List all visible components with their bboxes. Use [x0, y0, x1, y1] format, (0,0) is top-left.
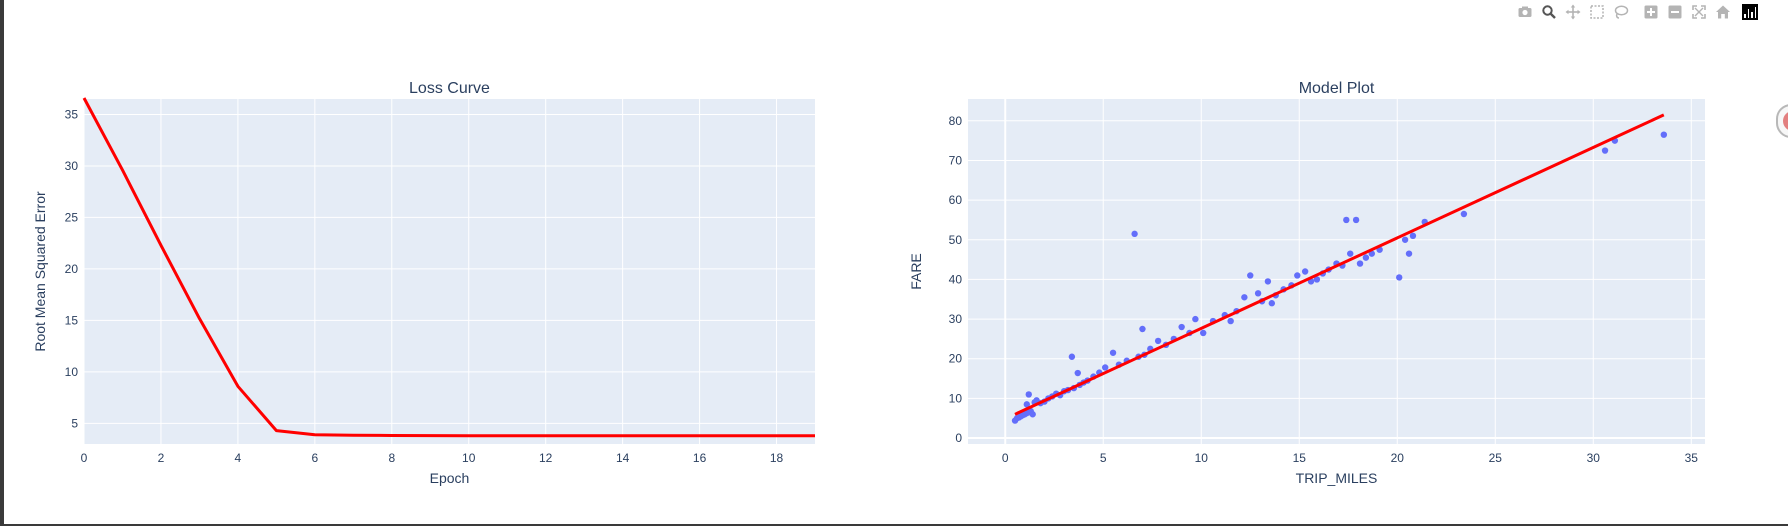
model-data-point[interactable] [1025, 391, 1032, 398]
loss-x-tick-label: 14 [616, 451, 630, 465]
model-x-tick-label: 10 [1195, 451, 1209, 465]
model-data-point[interactable] [1268, 300, 1276, 307]
zoom-out-icon[interactable] [1666, 3, 1684, 21]
loss-y-tick-label: 20 [65, 262, 79, 276]
model-data-point[interactable] [1109, 349, 1117, 356]
model-y-tick-label: 80 [949, 114, 963, 128]
model-y-tick-label: 70 [949, 153, 963, 167]
model-data-point[interactable] [1192, 315, 1199, 323]
model-data-point[interactable] [1660, 131, 1668, 138]
autoscale-icon[interactable] [1690, 3, 1708, 21]
model-y-tick-label: 50 [949, 233, 963, 247]
model-plot-panel: 0 5 10 15 20 25 30 35 0 10 20 30 40 50 60 70 80 Model Pl… [908, 80, 1705, 486]
loss-y-tick-label: 10 [65, 365, 79, 379]
zoom-in-icon[interactable] [1642, 3, 1660, 21]
model-y-tick-label: 60 [949, 193, 963, 207]
model-data-point[interactable] [1409, 232, 1417, 240]
loss-curve-x-label: Epoch [430, 470, 470, 486]
model-plot-area[interactable] [968, 99, 1705, 444]
model-data-point[interactable] [1131, 230, 1138, 238]
model-data-point[interactable] [1102, 364, 1109, 371]
model-y-tick-label: 10 [949, 391, 963, 405]
model-data-point[interactable] [1343, 216, 1350, 224]
loss-y-tick-label: 5 [71, 416, 78, 430]
loss-x-tick-label: 0 [81, 451, 88, 465]
loss-curve-y-label: Root Mean Squared Error [32, 191, 48, 352]
loss-x-tick-label: 6 [311, 451, 318, 465]
model-data-point[interactable] [1301, 268, 1309, 275]
pan-icon[interactable] [1564, 3, 1582, 21]
plotly-logo-icon[interactable] [1742, 4, 1758, 20]
model-data-point[interactable] [1029, 411, 1036, 418]
model-y-tick-label: 0 [955, 431, 962, 445]
model-x-tick-label: 20 [1391, 451, 1405, 465]
lasso-select-icon[interactable] [1612, 3, 1630, 21]
model-data-point[interactable] [1023, 401, 1031, 408]
model-data-point[interactable] [1460, 210, 1468, 218]
loss-plot-area[interactable] [84, 99, 815, 444]
model-data-point[interactable] [1405, 250, 1413, 257]
model-y-tick-label: 40 [949, 272, 963, 286]
plot-modebar [1516, 2, 1758, 22]
reset-axes-icon[interactable] [1714, 3, 1732, 21]
model-x-tick-label: 30 [1587, 451, 1601, 465]
model-data-point[interactable] [1396, 274, 1403, 281]
model-data-point[interactable] [1074, 369, 1081, 377]
loss-y-tick-label: 25 [65, 210, 79, 224]
model-data-point[interactable] [1241, 294, 1248, 301]
model-data-point[interactable] [1264, 278, 1272, 285]
zoom-icon[interactable] [1540, 3, 1558, 21]
model-y-tick-label: 30 [949, 312, 963, 326]
box-select-icon[interactable] [1588, 3, 1606, 21]
model-x-tick-label: 15 [1293, 451, 1307, 465]
loss-x-tick-label: 4 [235, 451, 242, 465]
model-data-point[interactable] [1368, 250, 1375, 257]
model-data-point[interactable] [1068, 353, 1076, 360]
loss-x-tick-label: 2 [158, 451, 165, 465]
model-data-point[interactable] [1227, 317, 1234, 325]
model-x-tick-label: 5 [1100, 451, 1107, 465]
model-plot-x-label: TRIP_MILES [1296, 470, 1378, 486]
loss-y-tick-label: 30 [65, 159, 79, 173]
loss-curve-line[interactable] [82, 97, 815, 438]
model-data-point[interactable] [1200, 329, 1207, 337]
model-data-point[interactable] [1139, 325, 1146, 333]
left-window-edge [0, 0, 4, 526]
loss-y-tick-label: 35 [65, 107, 79, 121]
bottom-window-edge [0, 524, 1788, 526]
model-x-tick-label: 35 [1685, 451, 1699, 465]
model-data-point[interactable] [1294, 272, 1301, 279]
model-data-point[interactable] [1154, 337, 1162, 345]
model-data-point[interactable] [1254, 290, 1262, 297]
model-data-point[interactable] [1313, 276, 1321, 283]
camera-icon[interactable] [1516, 3, 1534, 21]
model-fit-line[interactable] [1014, 113, 1665, 416]
model-x-tick-label: 25 [1489, 451, 1503, 465]
model-data-point[interactable] [1352, 216, 1360, 224]
model-data-point[interactable] [1247, 272, 1254, 279]
model-y-tick-label: 20 [949, 352, 963, 366]
model-data-point[interactable] [1401, 236, 1409, 243]
loss-y-tick-label: 15 [65, 313, 79, 327]
loss-curve-title: Loss Curve [409, 80, 490, 97]
model-data-point[interactable] [1347, 250, 1354, 257]
loss-x-tick-label: 10 [462, 451, 476, 465]
loss-x-tick-label: 8 [388, 451, 395, 465]
loss-x-tick-label: 16 [693, 451, 707, 465]
model-data-point[interactable] [1356, 260, 1364, 267]
model-x-tick-label: 0 [1002, 451, 1009, 465]
model-data-point[interactable] [1178, 323, 1185, 331]
loss-x-tick-label: 18 [770, 451, 784, 465]
model-data-point[interactable] [1601, 147, 1609, 154]
model-plot-title: Model Plot [1299, 80, 1375, 97]
model-plot-y-label: FARE [908, 253, 924, 290]
model-data-point[interactable] [1362, 254, 1370, 261]
loss-x-tick-label: 12 [539, 451, 553, 465]
